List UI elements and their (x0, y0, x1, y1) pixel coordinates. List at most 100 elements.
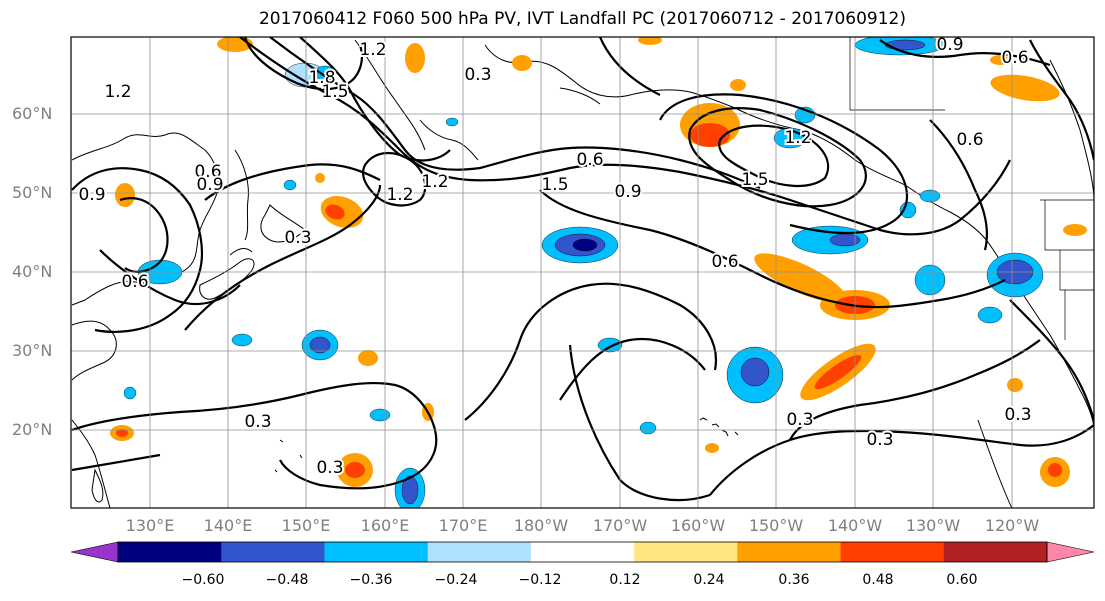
pc-anomaly-region (899, 201, 917, 219)
pc-anomaly-region (884, 39, 926, 51)
pc-anomaly-region (1048, 463, 1062, 477)
colorbar-tick-label: 0.12 (609, 572, 641, 588)
map-frame (70, 36, 1095, 509)
pc-anomaly-region (829, 233, 861, 247)
contour-label: 0.3 (284, 228, 311, 248)
lon-label: 180°W (513, 516, 569, 535)
colorbar-segment (737, 542, 842, 562)
contour-label: 1.2 (784, 128, 811, 148)
pc-anomaly-region (977, 306, 1003, 324)
contour-label: 1.5 (321, 82, 348, 102)
colorbar-tick-label: 0.24 (693, 572, 725, 588)
pc-anomaly-region (597, 337, 623, 353)
lon-label: 140°W (827, 516, 883, 535)
colorbar-segment (634, 542, 738, 562)
colorbar-segment (840, 542, 945, 562)
colorbar-tick-label: 0.36 (778, 572, 810, 588)
contour-label: 0.3 (866, 430, 893, 450)
colorbar-segment (427, 542, 532, 562)
lon-label: 160°E (360, 516, 410, 535)
colorbar-tick-label: −0.36 (349, 572, 393, 588)
pc-anomaly-region (358, 350, 378, 366)
contour-label: 0.9 (936, 35, 963, 55)
colorbar-segment (943, 542, 1048, 562)
contour-label: 0.3 (1004, 405, 1031, 425)
pc-anomaly-region (325, 204, 345, 220)
pc-anomaly-region (754, 253, 846, 303)
contour-label: 0.3 (244, 412, 271, 432)
contour-label: 1.2 (421, 172, 448, 192)
contour-label: 0.6 (1001, 48, 1028, 68)
borders (849, 37, 1094, 340)
pv-contours (71, 37, 1094, 502)
lon-label: 160°W (670, 516, 726, 535)
pc-anomaly-region (116, 429, 128, 437)
colorbar-segment (530, 542, 635, 562)
lon-label: 150°W (748, 516, 804, 535)
pc-anomaly-region (309, 336, 331, 354)
contour-label: 1.2 (104, 82, 131, 102)
lon-label: 140°E (203, 516, 253, 535)
pc-anomaly-region (115, 183, 135, 207)
lat-label: 20°N (12, 420, 53, 439)
pc-anomaly-region (740, 357, 770, 387)
pc-anomaly-region (445, 117, 459, 127)
pc-anomaly-region (572, 238, 598, 252)
pc-anomaly-region (283, 179, 297, 191)
contour-label: 0.3 (316, 458, 343, 478)
contour-label: 0.6 (576, 150, 603, 170)
colorbar-segment (324, 542, 429, 562)
contour-label: 1.8 (308, 68, 335, 88)
contour-label: 0.9 (78, 185, 105, 205)
map-title: 2017060412 F060 500 hPa PV, IVT Landfall… (258, 9, 906, 29)
contour-label: 1.2 (386, 185, 413, 205)
colorbar-tick-label: 0.60 (946, 572, 978, 588)
contour-label: 1.5 (741, 170, 768, 190)
pc-anomaly-region (369, 408, 391, 422)
lon-label: 130°E (125, 516, 175, 535)
pc-anomaly-region (231, 333, 253, 347)
pc-anomaly-region (401, 475, 419, 505)
pc-anomaly-region (638, 37, 662, 45)
lat-label: 30°N (12, 341, 53, 360)
contour-label: 0.6 (194, 162, 221, 182)
contour-label: 0.3 (786, 410, 813, 430)
contour-label: 1.2 (359, 40, 386, 60)
pc-anomaly-region (1007, 378, 1023, 392)
pc-anomaly-region (1063, 224, 1087, 236)
pc-anomaly-region (405, 43, 425, 73)
lat-label: 50°N (12, 183, 53, 202)
contour-label: 0.6 (121, 272, 148, 292)
pc-anomaly-region (512, 55, 532, 71)
lon-label: 150°E (281, 516, 331, 535)
colorbar (70, 541, 1095, 563)
pc-anomaly-region (914, 264, 946, 296)
colorbar-extend-low (70, 541, 119, 563)
pc-anomaly-region (990, 74, 1060, 102)
lon-label: 170°E (438, 516, 488, 535)
contour-label: 1.5 (541, 175, 568, 195)
contour-label: 0.6 (956, 130, 983, 150)
colorbar-tick-label: 0.48 (862, 572, 894, 588)
contour-label: 0.9 (614, 182, 641, 202)
gridlines (71, 37, 1094, 508)
pc-anomaly-region (314, 65, 336, 81)
pc-anomaly-region (919, 189, 941, 203)
pc-anomaly-region (730, 79, 746, 91)
pc-anomaly-region (639, 421, 657, 435)
lat-label: 40°N (12, 262, 53, 281)
colorbar-extend-high (1046, 541, 1095, 563)
colorbar-tick-label: −0.48 (265, 572, 309, 588)
pc-anomaly-region (814, 354, 862, 390)
contour-label: 0.3 (464, 65, 491, 85)
contour-labels: 1.21.81.51.20.30.90.60.60.91.21.51.20.60… (76, 33, 1033, 480)
pc-anomaly-region (705, 443, 719, 453)
contour-label: 0.6 (711, 252, 738, 272)
lat-label: 60°N (12, 104, 53, 123)
lon-label: 130°W (905, 516, 961, 535)
pc-anomaly-region (345, 462, 365, 478)
lon-label: 170°W (592, 516, 648, 535)
colorbar-tick-label: −0.12 (518, 572, 562, 588)
colorbar-segment (221, 542, 325, 562)
